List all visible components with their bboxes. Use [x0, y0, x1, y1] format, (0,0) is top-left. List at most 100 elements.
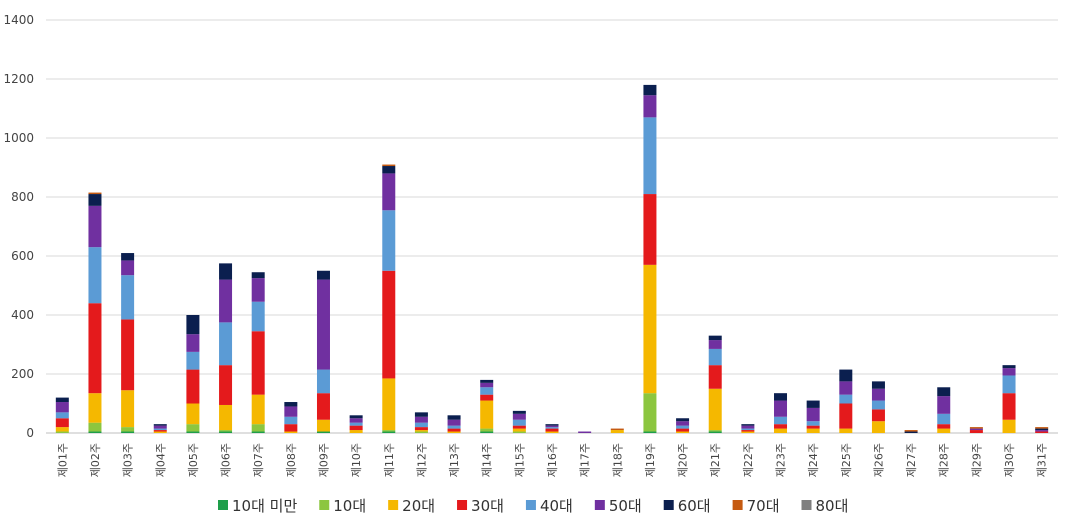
bar-segment [186, 424, 200, 432]
bar-segment [708, 430, 722, 432]
bar-segment [643, 393, 657, 432]
bar-segment [545, 425, 559, 428]
bar-segment [512, 410, 526, 414]
bar-segment [316, 431, 330, 433]
y-tick-label: 200 [11, 367, 34, 381]
bar-segment [121, 431, 135, 433]
bar-segment [545, 424, 559, 426]
x-tick-label: 제31주 [1036, 443, 1049, 477]
y-tick-label: 1000 [3, 131, 34, 145]
x-tick-label: 제14주 [481, 443, 494, 477]
bar-segment [186, 403, 200, 425]
bar-segment [937, 387, 951, 397]
bar-segment [186, 315, 200, 335]
bar-segment [88, 247, 102, 304]
legend: 10대 미만 10대 20대 30대 40대 50대 60대 70대 80대 [218, 497, 848, 515]
bar-segment [708, 365, 722, 389]
bar-segment [447, 419, 461, 426]
bar-segment [1002, 393, 1016, 420]
bar-segment [937, 413, 951, 425]
bar-segment [1035, 427, 1049, 429]
bar-segment [806, 407, 820, 422]
bar-segment [447, 415, 461, 420]
bar-segment [676, 421, 690, 426]
bar-segment [1002, 375, 1016, 394]
bar-segment [88, 194, 102, 206]
y-tick-label: 400 [11, 308, 34, 322]
legend-swatch [594, 500, 605, 510]
x-tick-label: 제16주 [546, 443, 559, 477]
bar-segment [1002, 368, 1016, 376]
bar-segment [480, 387, 494, 395]
bar-segment [741, 425, 755, 429]
bar-segment [774, 393, 788, 401]
bar-segment [121, 319, 135, 391]
x-tick-label: 제22주 [742, 443, 755, 477]
bar-segment [871, 400, 885, 410]
bar-segment [806, 400, 820, 408]
x-tick-label: 제21주 [709, 443, 722, 477]
x-tick-label: 제20주 [677, 443, 690, 477]
bar-segment [839, 381, 853, 395]
bar-segment [121, 390, 135, 428]
y-axis-ticks: 0 200 400 600 800 1000 1200 1400 [3, 13, 34, 440]
bar-segment [121, 427, 135, 432]
bar-segment [774, 416, 788, 425]
bar-segment [55, 418, 69, 428]
bar-segment [806, 428, 820, 433]
legend-label: 10대 미만 [232, 497, 297, 515]
bar-segment [382, 173, 396, 211]
x-tick-label: 제23주 [775, 443, 788, 477]
x-tick-label: 제07주 [252, 443, 265, 477]
bar-segment [153, 431, 167, 433]
bar-segment [578, 431, 592, 433]
bar-segment [512, 431, 526, 433]
legend-swatch [388, 500, 399, 510]
legend-swatch [319, 500, 330, 510]
x-tick-label: 제05주 [187, 443, 200, 477]
bar-segment [1002, 365, 1016, 369]
x-tick-label: 제09주 [317, 443, 330, 477]
bar-segment [512, 428, 526, 432]
bar-segment [251, 301, 265, 332]
bar-segment [676, 431, 690, 433]
bar-segment [186, 369, 200, 404]
bar-segment [316, 369, 330, 394]
bar-segment [480, 382, 494, 388]
bar-segment [382, 430, 396, 432]
bar-segment [871, 421, 885, 433]
bar-segment [186, 334, 200, 352]
bar-segment [219, 404, 233, 431]
x-tick-label: 제25주 [840, 443, 853, 477]
bar-segment [643, 431, 657, 433]
y-tick-label: 1400 [3, 13, 34, 27]
x-tick-label: 제11주 [383, 443, 396, 477]
bar-segment [839, 394, 853, 404]
bar-segment [1035, 431, 1049, 433]
x-tick-label: 제13주 [448, 443, 461, 477]
bar-segment [316, 279, 330, 370]
x-tick-label: 제19주 [644, 443, 657, 477]
bar-segment [153, 428, 167, 431]
legend-swatch [218, 500, 228, 510]
bar-segment [121, 260, 135, 276]
bar-segment [741, 431, 755, 433]
bar-segment [512, 425, 526, 429]
bar-segment [382, 210, 396, 271]
bar-segment [480, 379, 494, 383]
bar-segment [186, 351, 200, 370]
bar-segment [904, 430, 918, 432]
bar-segment [55, 412, 69, 419]
bar-segment [88, 303, 102, 394]
bar-segment [871, 409, 885, 422]
bar-segment [676, 418, 690, 422]
bar-segment [839, 403, 853, 429]
bar-segment [1035, 428, 1049, 431]
bar-segment [643, 95, 657, 118]
bar-segment [88, 431, 102, 433]
x-tick-label: 제28주 [938, 443, 951, 477]
bar-segment [153, 424, 167, 426]
bar-segment [741, 428, 755, 431]
bar-segment [414, 422, 428, 428]
